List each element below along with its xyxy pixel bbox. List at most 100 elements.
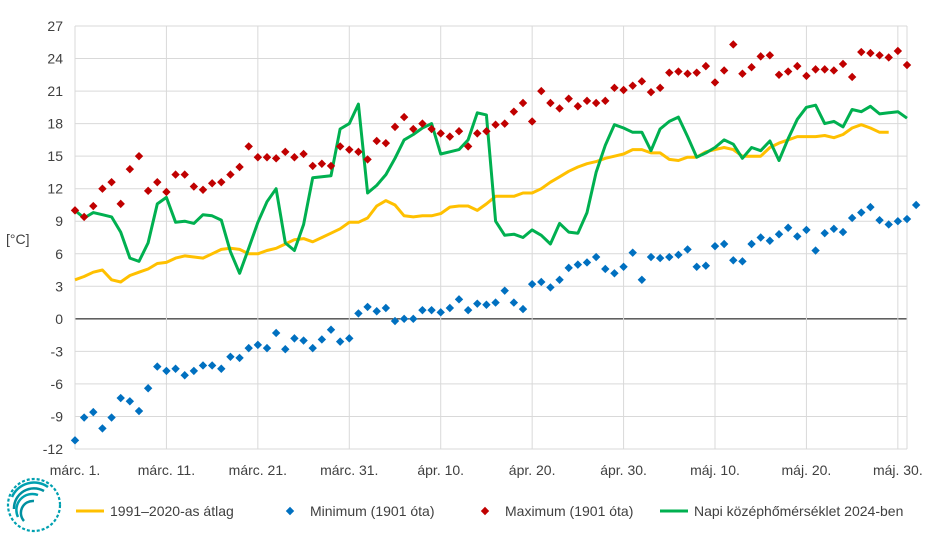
series-marker bbox=[875, 215, 884, 225]
series-marker bbox=[509, 298, 519, 307]
series-marker bbox=[802, 225, 811, 235]
series-marker bbox=[591, 252, 601, 262]
series-marker bbox=[500, 119, 509, 128]
series-marker bbox=[317, 159, 327, 168]
series-marker bbox=[381, 303, 391, 313]
series-marker bbox=[756, 233, 765, 242]
series-marker bbox=[326, 325, 336, 334]
series-marker bbox=[911, 200, 921, 210]
series-marker bbox=[582, 258, 592, 267]
series-marker bbox=[143, 384, 153, 393]
series-marker bbox=[281, 147, 290, 157]
series-marker bbox=[518, 98, 528, 108]
series-marker bbox=[591, 98, 601, 108]
series-marker bbox=[555, 104, 564, 113]
series-marker bbox=[189, 182, 199, 191]
series-marker bbox=[500, 286, 509, 295]
series-marker bbox=[491, 120, 500, 129]
series-marker bbox=[719, 66, 729, 75]
series-marker bbox=[610, 269, 619, 278]
series-marker bbox=[235, 162, 244, 172]
series-marker bbox=[811, 65, 820, 74]
y-tick-label: 24 bbox=[47, 51, 63, 67]
y-tick-label: -6 bbox=[51, 376, 64, 392]
series-marker bbox=[244, 142, 253, 151]
y-tick-label: 15 bbox=[47, 148, 63, 164]
service-logo-icon bbox=[6, 477, 62, 533]
series-marker bbox=[829, 224, 839, 234]
series-marker bbox=[884, 220, 893, 229]
x-tick-label: márc. 11. bbox=[138, 462, 195, 478]
series-marker bbox=[683, 245, 692, 254]
series-marker bbox=[665, 252, 674, 262]
series-marker bbox=[253, 153, 263, 162]
series-marker bbox=[153, 362, 162, 371]
series-marker bbox=[317, 335, 327, 344]
series-marker bbox=[207, 361, 217, 370]
series-marker bbox=[262, 153, 272, 162]
series-marker bbox=[674, 67, 683, 76]
y-tick-label: 12 bbox=[47, 181, 63, 197]
series-marker bbox=[390, 122, 400, 132]
series-line bbox=[74, 123, 889, 284]
series-marker bbox=[820, 228, 829, 238]
series-marker bbox=[527, 279, 537, 289]
series-marker bbox=[98, 184, 107, 193]
series-marker bbox=[70, 206, 80, 215]
legend-label: Minimum (1901 óta) bbox=[310, 503, 435, 519]
series-marker bbox=[491, 298, 500, 307]
series-marker bbox=[783, 67, 793, 76]
series-marker bbox=[847, 213, 857, 223]
series-marker bbox=[628, 248, 637, 257]
series-marker bbox=[299, 336, 308, 345]
series-marker bbox=[527, 117, 537, 126]
series-marker bbox=[811, 246, 820, 255]
series-marker bbox=[601, 96, 610, 106]
series-marker bbox=[198, 185, 208, 194]
series-marker bbox=[893, 46, 903, 56]
series-marker bbox=[765, 51, 775, 60]
x-tick-label: máj. 20. bbox=[782, 462, 832, 478]
series-marker bbox=[902, 60, 912, 70]
series-marker bbox=[226, 352, 235, 362]
series-marker bbox=[427, 124, 436, 134]
series-marker bbox=[765, 236, 775, 245]
y-tick-label: 0 bbox=[55, 311, 63, 327]
series-marker bbox=[345, 334, 354, 343]
series-marker bbox=[244, 343, 253, 353]
series-marker bbox=[838, 59, 848, 69]
series-marker bbox=[546, 98, 555, 108]
series-marker bbox=[79, 413, 89, 422]
series-marker bbox=[838, 227, 848, 237]
series-marker bbox=[409, 314, 418, 324]
series-marker bbox=[729, 40, 738, 49]
series-marker bbox=[308, 161, 317, 171]
series-marker bbox=[436, 308, 445, 317]
series-marker bbox=[857, 47, 866, 57]
series-marker bbox=[719, 239, 729, 249]
series-marker bbox=[290, 334, 299, 343]
series-marker bbox=[665, 68, 674, 77]
series-marker bbox=[308, 343, 317, 353]
series-marker bbox=[857, 208, 866, 217]
y-tick-label: 6 bbox=[55, 246, 63, 262]
series-marker bbox=[354, 309, 363, 318]
series-marker bbox=[454, 127, 464, 136]
legend-label: Napi középhőmérséklet 2024-ben bbox=[694, 503, 903, 519]
series-layer bbox=[70, 40, 921, 445]
series-marker bbox=[884, 53, 893, 62]
series-marker bbox=[537, 86, 546, 96]
series-marker bbox=[418, 305, 427, 315]
series-marker bbox=[372, 307, 381, 316]
y-tick-label: 9 bbox=[55, 213, 63, 229]
series-marker bbox=[271, 154, 281, 163]
series-marker bbox=[793, 232, 802, 241]
series-marker bbox=[70, 436, 80, 445]
series-marker bbox=[198, 361, 208, 370]
series-marker bbox=[162, 187, 171, 197]
series-marker bbox=[655, 253, 665, 263]
series-marker bbox=[829, 66, 839, 75]
series-marker bbox=[893, 217, 903, 226]
series-marker bbox=[637, 275, 647, 284]
